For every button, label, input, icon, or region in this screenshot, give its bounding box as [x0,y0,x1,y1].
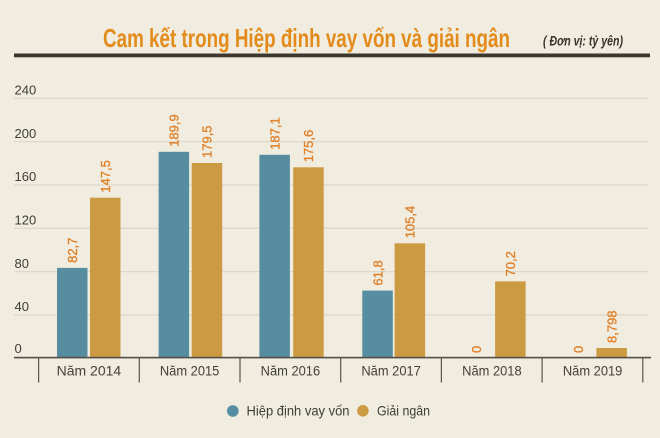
svg-text:160: 160 [15,169,37,184]
svg-text:61,8: 61,8 [370,260,385,285]
svg-text:40: 40 [15,299,29,314]
svg-text:0: 0 [469,346,484,353]
svg-text:0: 0 [15,341,22,356]
svg-text:120: 120 [15,213,37,228]
svg-text:175,6: 175,6 [301,130,316,163]
svg-text:8,798: 8,798 [604,310,619,343]
svg-text:Hiệp định vay vốn: Hiệp định vay vốn [247,403,350,419]
svg-text:Năm 2014: Năm 2014 [57,363,122,379]
svg-text:( Đơn vị: tỷ yên): ( Đơn vị: tỷ yên) [543,34,623,49]
svg-text:Năm 2016: Năm 2016 [261,363,321,379]
svg-text:Năm 2018: Năm 2018 [462,363,522,379]
svg-text:147,5: 147,5 [98,160,113,193]
svg-text:Cam kết trong Hiệp định vay vố: Cam kết trong Hiệp định vay vốn và giải … [103,23,510,53]
svg-text:105,4: 105,4 [403,206,418,239]
svg-text:187,1: 187,1 [267,117,282,150]
svg-text:200: 200 [15,126,37,141]
svg-text:Năm 2017: Năm 2017 [361,363,421,379]
svg-text:0: 0 [571,346,586,353]
svg-text:240: 240 [15,83,37,98]
svg-text:189,9: 189,9 [167,114,182,147]
svg-text:82,7: 82,7 [65,238,80,263]
svg-text:80: 80 [15,256,29,271]
svg-text:Năm 2019: Năm 2019 [563,363,623,379]
svg-text:Năm 2015: Năm 2015 [160,363,220,379]
svg-text:179,5: 179,5 [200,125,215,158]
svg-text:70,2: 70,2 [503,251,518,276]
svg-text:Giải ngân: Giải ngân [377,403,430,419]
